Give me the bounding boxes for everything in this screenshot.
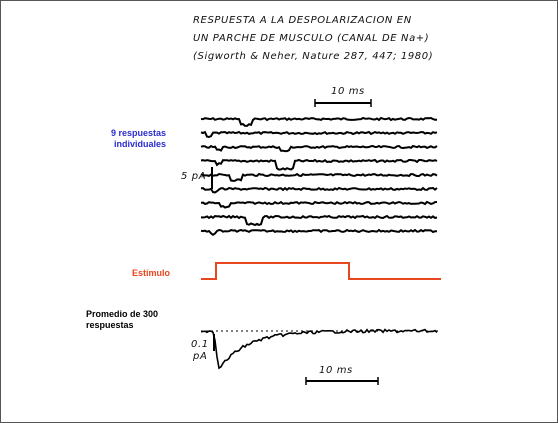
stimulus-trace	[201, 263, 441, 279]
title-line: UN PARCHE DE MUSCULO (CANAL DE Na+)	[193, 33, 429, 44]
individual-trace	[201, 188, 437, 192]
scale-label: 10 ms	[319, 365, 353, 376]
individual-trace	[201, 146, 437, 151]
scale-label: 10 ms	[331, 86, 365, 97]
individual-trace	[201, 230, 437, 235]
scale-label: pA	[192, 351, 207, 362]
individual-trace	[201, 118, 437, 126]
individual-label: individuales	[114, 139, 166, 149]
slide: RESPUESTA A LA DESPOLARIZACION EN UN PAR…	[0, 0, 558, 423]
figure: RESPUESTA A LA DESPOLARIZACION EN UN PAR…	[1, 1, 557, 422]
individual-trace	[201, 160, 437, 170]
average-label: respuestas	[86, 320, 134, 330]
average-label: Promedio de 300	[86, 309, 158, 319]
individual-label: 9 respuestas	[111, 128, 166, 138]
average-trace	[201, 330, 437, 369]
individual-trace	[201, 202, 437, 208]
individual-trace	[201, 216, 437, 225]
individual-trace	[201, 174, 437, 181]
title-line: (Sigworth & Neher, Nature 287, 447; 1980…	[193, 51, 433, 62]
scale-label: 0.1	[191, 339, 209, 350]
stimulus-label: Estímulo	[132, 268, 171, 278]
individual-trace	[201, 132, 437, 137]
title-line: RESPUESTA A LA DESPOLARIZACION EN	[193, 15, 412, 26]
scale-label: 5 pA	[181, 171, 206, 182]
